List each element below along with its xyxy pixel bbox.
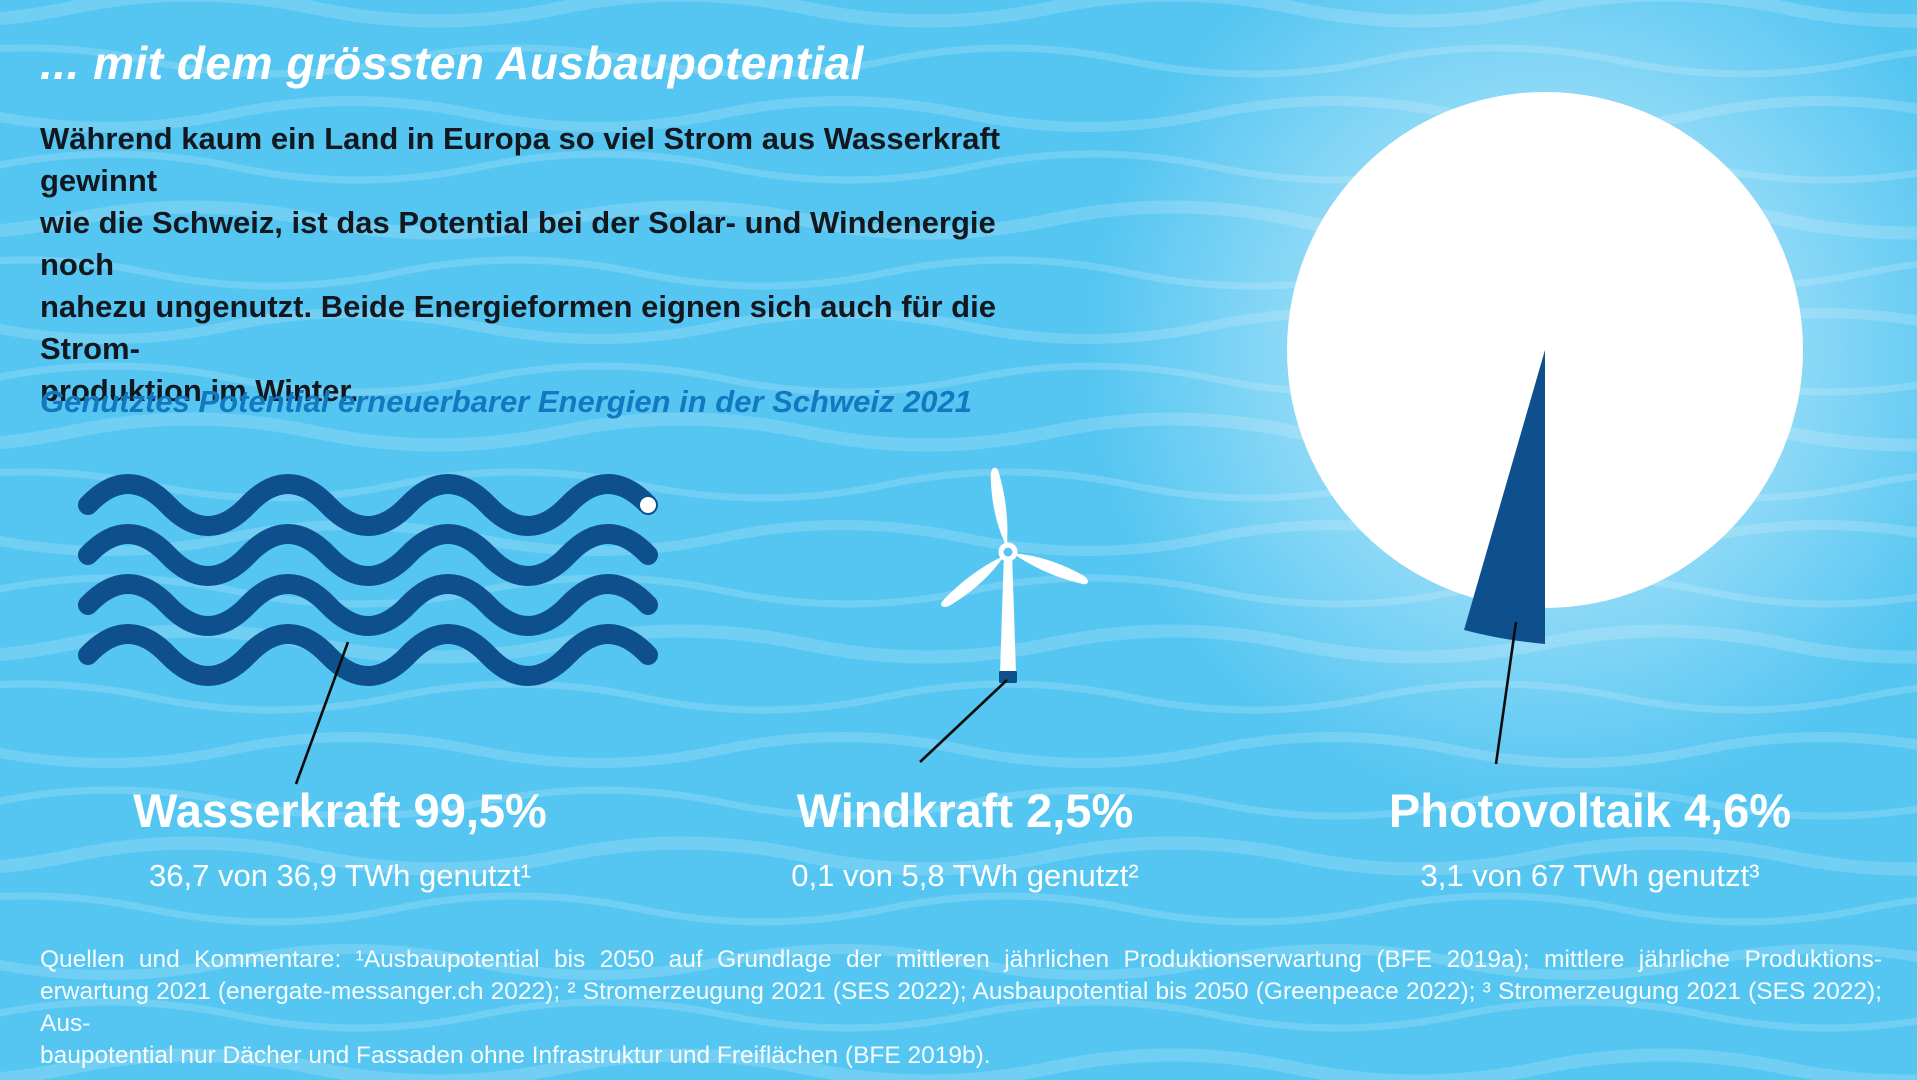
page-title: ... mit dem grössten Ausbaupotential bbox=[40, 37, 864, 89]
turbine-tower bbox=[1000, 552, 1016, 673]
callout-line-windkraft bbox=[919, 679, 1008, 763]
callout-line-photovoltaik bbox=[1494, 621, 1518, 765]
detail-photovoltaik: 3,1 von 67 TWh genutzt³ bbox=[1420, 858, 1760, 893]
label-photovoltaik: Photovoltaik 4,6% bbox=[1388, 784, 1792, 837]
pie-wedge-4-6-percent bbox=[1464, 350, 1545, 644]
callout-line-wasserkraft bbox=[294, 641, 350, 785]
chart-subtitle: Genutztes Potential erneuerbarer Energie… bbox=[40, 384, 973, 419]
footer-line-3: baupotential nur Dächer und Fassaden ohn… bbox=[40, 1042, 991, 1069]
turbine-blades bbox=[941, 467, 1088, 607]
detail-wasserkraft: 36,7 von 36,9 TWh genutzt¹ bbox=[149, 858, 531, 893]
wind-turbine-icon bbox=[941, 467, 1088, 683]
sources-footer: Quellen und Kommentare: ¹Ausbaupotential… bbox=[40, 944, 1882, 1072]
turbine-base bbox=[999, 671, 1017, 683]
wave-end-dot bbox=[640, 497, 656, 513]
footer-line-2: erwartung 2021 (energate-messanger.ch 20… bbox=[40, 978, 1882, 1037]
sun-icon bbox=[1287, 92, 1803, 644]
water-waves-icon bbox=[78, 474, 658, 686]
footer-line-1: Quellen und Kommentare: ¹Ausbaupotential… bbox=[40, 946, 1882, 973]
label-wasserkraft: Wasserkraft 99,5% bbox=[133, 784, 547, 837]
turbine-hub-center bbox=[1003, 547, 1013, 557]
intro-paragraph: Während kaum ein Land in Europa so viel … bbox=[40, 121, 1001, 408]
detail-windkraft: 0,1 von 5,8 TWh genutzt² bbox=[791, 858, 1139, 893]
label-windkraft: Windkraft 2,5% bbox=[796, 784, 1134, 837]
